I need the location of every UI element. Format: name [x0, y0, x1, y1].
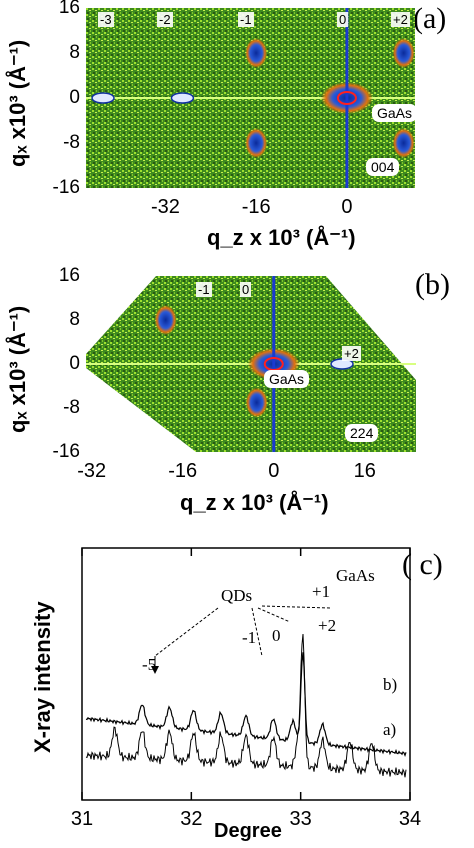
b-peaks-ytick-2: 0 — [69, 353, 80, 374]
sat-peak-2 — [245, 128, 268, 158]
curve-a-label: a) — [383, 720, 397, 739]
panel-a-order-2: -1 — [238, 12, 254, 27]
panel-b-ylabel: qₓ x10³ (Å⁻¹) — [5, 305, 30, 433]
panel-a-heatmap — [86, 8, 415, 188]
gaas-label: GaAs — [336, 566, 375, 585]
a-peaks-xtick-0: -32 — [150, 196, 180, 218]
order-plus2: +2 — [318, 616, 337, 635]
panel-c-letter: ( c) — [402, 548, 443, 581]
panel-c-plot — [81, 547, 411, 801]
a-peaks-ytick-0: -16 — [52, 177, 80, 198]
panel-c-xlabel: Degree — [214, 820, 282, 842]
qds-leaders — [154, 605, 331, 657]
b-peaks-xtick-1: -16 — [168, 460, 198, 482]
panel-c-xtick-0: 31 — [70, 808, 94, 830]
order-minus5: -5 — [142, 655, 157, 674]
panel-b-xlabel: q_z x 10³ (Å⁻¹) — [180, 490, 329, 515]
panel-c-xtick-3: 34 — [398, 808, 422, 830]
panel-c-frame — [81, 547, 411, 801]
a-peaks-xtick-1: -16 — [241, 196, 271, 218]
sat-peak-5 — [392, 128, 415, 158]
panel-a-material: GaAs — [372, 104, 418, 122]
b-peaks-xtick-2: 0 — [268, 460, 280, 482]
a-peaks-ytick-2: 0 — [69, 87, 80, 108]
panel-b-heatmap — [86, 276, 416, 452]
order-zero: 0 — [272, 626, 281, 645]
b-peaks-ytick-1: -8 — [63, 397, 80, 418]
panel-a-order-0: -3 — [98, 12, 114, 27]
a-peaks-xtick-2: 0 — [341, 196, 353, 218]
b-peaks-ytick-3: 8 — [69, 309, 80, 330]
b-peaks-xtick-0: -32 — [77, 460, 107, 482]
panel-a-reflection: 004 — [366, 158, 400, 176]
qds-arrowhead — [151, 666, 159, 674]
panel-a-letter: (a) — [413, 2, 447, 35]
sat-peak-0 — [154, 305, 177, 335]
qds-label: QDs — [221, 586, 253, 605]
order-minus1: -1 — [242, 628, 257, 647]
b-peaks-xtick-3: 16 — [353, 460, 376, 482]
panel-b-letter: (b) — [415, 268, 450, 301]
curve-b-label: b) — [383, 675, 398, 694]
panel-b-reflection: 224 — [345, 424, 379, 442]
sat-peak-6 — [392, 38, 415, 68]
panel-a-xlabel: q_z x 10³ (Å⁻¹) — [207, 225, 356, 250]
panel-b-order-1: 0 — [240, 282, 252, 297]
curve-b-line — [85, 652, 407, 758]
sat-peak-1 — [170, 92, 195, 104]
panel-b-material: GaAs — [264, 370, 310, 388]
panel-a-order-1: -2 — [157, 12, 173, 27]
panel-c-ylabel: X-ray intensity — [30, 601, 55, 753]
substrate-peak-core — [336, 91, 357, 105]
panel-c-xtick-1: 32 — [180, 808, 203, 830]
a-peaks-ytick-4: 16 — [58, 0, 80, 18]
panel-a-order-4: +2 — [391, 12, 410, 27]
a-peaks-ytick-1: -8 — [63, 132, 80, 153]
panel-a-order-3: 0 — [337, 12, 349, 27]
order-plus1: +1 — [312, 582, 331, 601]
panel-a-ylabel: qₓ x10³ (Å⁻¹) — [5, 39, 30, 167]
sat-peak-0 — [91, 92, 115, 104]
panel-b-order-2: +2 — [342, 346, 361, 361]
a-peaks-ytick-3: 8 — [69, 42, 80, 63]
sat-peak-1 — [245, 387, 268, 418]
b-peaks-ytick-4: 16 — [58, 265, 80, 286]
panel-c-xtick-2: 33 — [289, 808, 312, 830]
sat-peak-3 — [245, 38, 268, 68]
curve-a-line — [85, 633, 407, 778]
b-peaks-ytick-0: -16 — [52, 441, 80, 462]
panel-b-order-0: -1 — [196, 282, 212, 297]
